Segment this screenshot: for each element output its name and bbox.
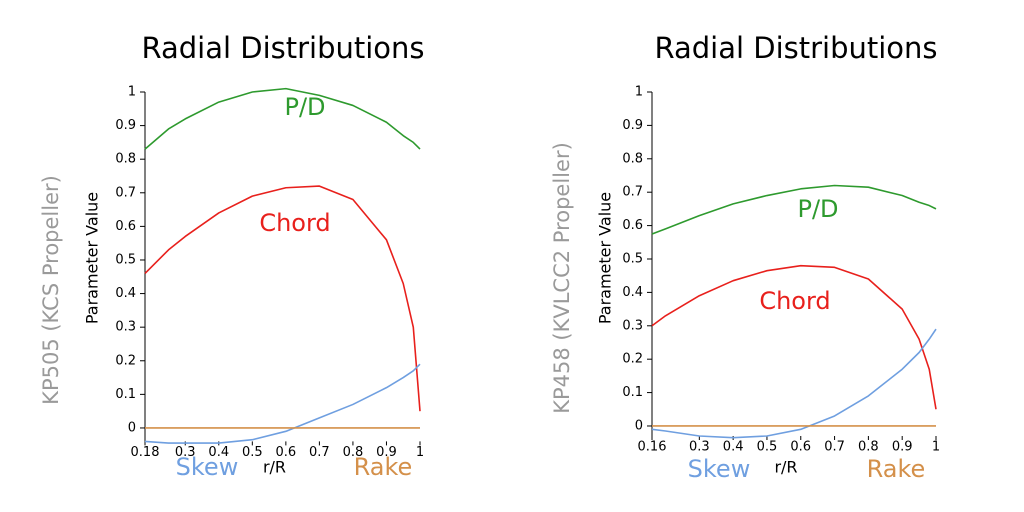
y-tick-label: 0.4	[115, 286, 136, 301]
y-tick-label: 0.2	[115, 353, 136, 368]
x-tick-label: 0.6	[790, 440, 811, 455]
x-tick-label: 0.5	[757, 440, 778, 455]
y-tick-label: 0.4	[622, 285, 643, 300]
series-line	[144, 363, 421, 444]
x-tick-label: 0.8	[343, 445, 364, 460]
series-label: P/D	[797, 195, 838, 223]
x-tick-label: 0.3	[689, 440, 710, 455]
y-tick-label: 0.9	[622, 118, 643, 133]
y-tick-label: 1	[128, 85, 136, 100]
series-line	[651, 184, 937, 235]
y-tick-label: 0.3	[622, 318, 643, 333]
side-label: KP458 (KVLCC2 Propeller)	[550, 142, 574, 414]
y-tick-label: 0.5	[115, 252, 136, 267]
series-line	[651, 328, 937, 439]
chart-title: Radial Distributions	[141, 31, 424, 65]
series-label: Rake	[354, 453, 413, 481]
y-tick-label: 0.8	[622, 151, 643, 166]
series-label: Chord	[259, 209, 330, 237]
y-tick-label: 0.2	[622, 352, 643, 367]
y-axis-label: Parameter Value	[83, 192, 102, 324]
y-tick-label: 0.8	[115, 152, 136, 167]
series-label: P/D	[284, 93, 325, 121]
x-axis-label: r/R	[774, 458, 797, 477]
y-tick-label: 0.1	[115, 387, 136, 402]
series-line	[144, 87, 421, 150]
series-label: Chord	[759, 287, 830, 315]
x-tick-label: 0.4	[723, 440, 744, 455]
x-tick-label: 0.5	[242, 445, 263, 460]
x-tick-label: 0.18	[131, 445, 160, 460]
x-tick-label: 1	[932, 440, 940, 455]
y-tick-label: 0	[635, 418, 643, 433]
series-label: Skew	[688, 455, 751, 483]
x-tick-label: 0.9	[892, 440, 913, 455]
y-tick-label: 0.5	[622, 251, 643, 266]
x-tick-label: 0.6	[276, 445, 297, 460]
x-tick-label: 0.9	[376, 445, 397, 460]
x-tick-label: 0.7	[824, 440, 845, 455]
y-tick-label: 0.7	[115, 185, 136, 200]
y-tick-label: 0.6	[115, 219, 136, 234]
y-axis-label: Parameter Value	[596, 192, 615, 324]
series-line	[144, 185, 421, 412]
y-tick-label: 0.7	[622, 185, 643, 200]
y-tick-label: 0.3	[115, 320, 136, 335]
series-line	[651, 264, 937, 410]
side-label: KP505 (KCS Propeller)	[39, 175, 63, 405]
x-axis-label: r/R	[263, 458, 286, 477]
y-tick-label: 0.1	[622, 385, 643, 400]
y-tick-label: 0.9	[115, 118, 136, 133]
y-tick-label: 0.6	[622, 218, 643, 233]
x-tick-label: 0.8	[858, 440, 879, 455]
x-tick-label: 0.4	[208, 445, 229, 460]
series-label: Rake	[867, 455, 926, 483]
x-tick-label: 0.7	[309, 445, 330, 460]
x-tick-label: 0.3	[175, 445, 196, 460]
chart-title: Radial Distributions	[654, 31, 937, 65]
x-tick-label: 1	[416, 445, 424, 460]
series-label: Skew	[176, 453, 239, 481]
y-tick-label: 1	[635, 85, 643, 100]
x-tick-label: 0.16	[638, 440, 667, 455]
y-tick-label: 0	[128, 420, 136, 435]
